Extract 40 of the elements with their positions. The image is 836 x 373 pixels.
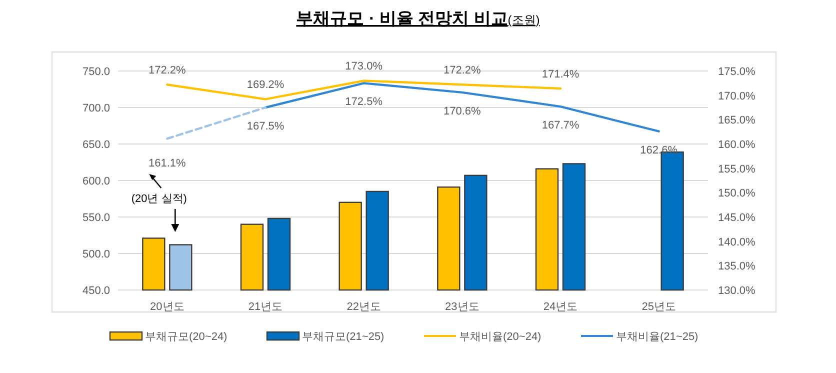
data-label: 172.5% [345, 96, 383, 108]
data-label: 167.7% [542, 120, 580, 132]
y-tick-label: 600.0 [82, 176, 110, 188]
data-label: 167.5% [246, 120, 284, 132]
y-tick-label: 750.0 [82, 66, 110, 78]
y-tick-label: 500.0 [82, 248, 110, 260]
data-label: 162.6% [640, 144, 678, 156]
y-tick-label: 450.0 [82, 285, 110, 297]
legend-label: 부채규모(20~24) [145, 331, 228, 343]
y-tick-label: 550.0 [82, 212, 110, 224]
y2-tick-label: 145.0% [718, 212, 756, 224]
data-label: 161.1% [148, 158, 186, 170]
legend-label: 부채규모(21~25) [302, 331, 384, 343]
legend-label: 부채비율(20~24) [459, 331, 542, 343]
annotation: (20년 실적) [131, 193, 187, 205]
x-tick-label: 22년도 [346, 301, 381, 313]
y2-tick-label: 135.0% [718, 260, 756, 273]
data-label: 169.2% [246, 79, 284, 92]
x-tick-label: 23년도 [445, 301, 480, 313]
y2-tick-label: 175.0% [718, 66, 756, 78]
y2-tick-label: 170.0% [718, 90, 756, 102]
y2-tick-label: 150.0% [718, 188, 756, 200]
data-label: 171.4% [542, 68, 580, 81]
y-tick-label: 650.0 [82, 139, 110, 151]
y2-tick-label: 160.0% [718, 139, 756, 151]
x-tick-label: 25년도 [642, 301, 676, 313]
data-label: 172.2% [148, 64, 186, 77]
legend-label: 부채비율(21~25) [616, 331, 698, 343]
x-tick-label: 24년도 [543, 301, 578, 313]
data-label: 173.0% [345, 60, 383, 73]
data-label: 172.2% [444, 64, 482, 77]
x-tick-label: 20년도 [150, 301, 184, 313]
data-label: 170.6% [444, 105, 482, 118]
y-tick-label: 700.0 [82, 102, 110, 114]
chart-subtitle: (조원) [508, 13, 540, 27]
x-tick-label: 21년도 [248, 301, 283, 313]
y2-tick-label: 130.0% [718, 285, 756, 297]
y2-tick-label: 165.0% [718, 114, 756, 127]
y2-tick-label: 155.0% [718, 163, 756, 176]
y2-tick-label: 140.0% [718, 236, 756, 248]
